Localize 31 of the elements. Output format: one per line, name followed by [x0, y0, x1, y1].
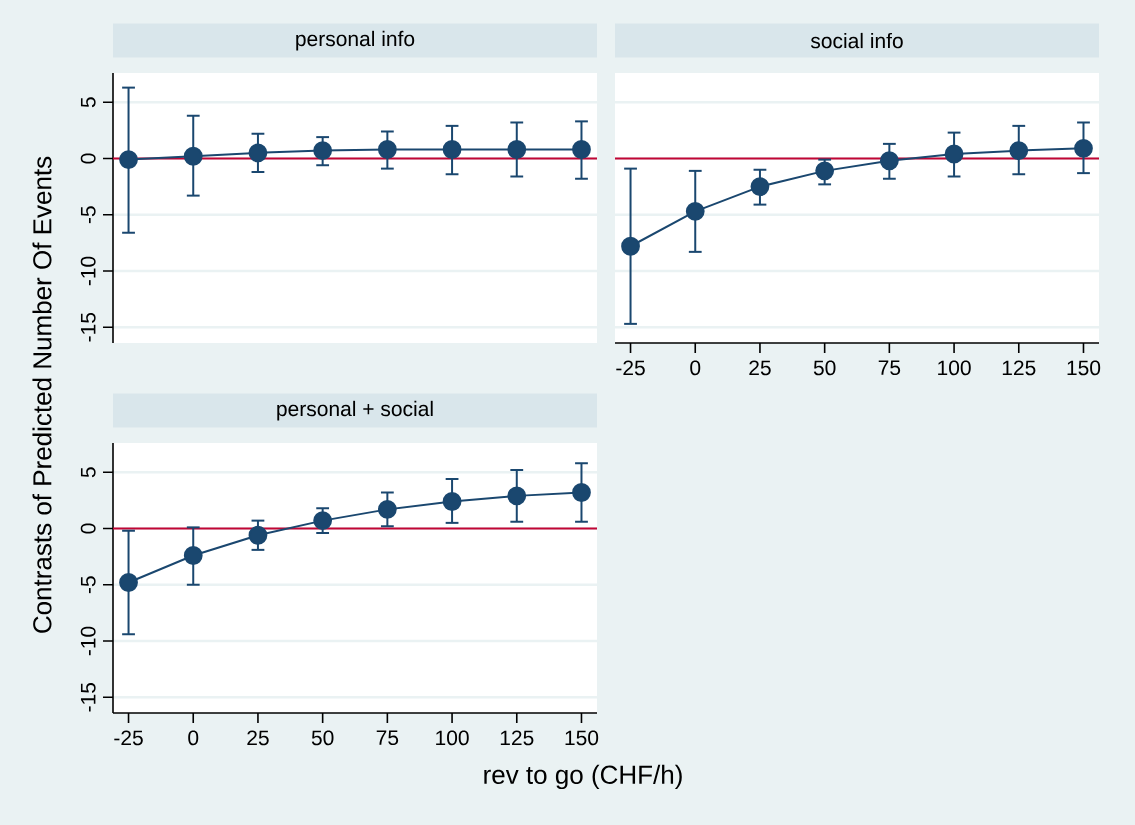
chart-title: personal + social — [277, 400, 433, 421]
x-tick-label: 125 — [500, 730, 534, 746]
x-tick-label: 50 — [311, 730, 334, 746]
y-tick-label: 5 — [80, 97, 96, 108]
x-tick-label: 75 — [376, 730, 399, 746]
x-tick-label: 100 — [938, 360, 971, 376]
x-tick-label: 150 — [1067, 360, 1101, 376]
y-axis-title: Contrasts of Predicted Number Of Events — [32, 156, 52, 633]
x-tick-label: -25 — [616, 360, 645, 376]
y-tick-label: 5 — [80, 467, 96, 478]
x-tick-label: 75 — [878, 360, 901, 376]
x-tick-label: 100 — [436, 730, 469, 746]
y-tick-label: -15 — [80, 682, 96, 712]
chart-title: social info — [810, 32, 903, 49]
x-tick-label: 25 — [247, 730, 269, 746]
y-tick-label: -5 — [80, 576, 96, 594]
x-tick-label: 50 — [813, 360, 836, 376]
x-tick-label: 0 — [188, 730, 199, 746]
x-tick-label: 25 — [749, 360, 771, 376]
y-tick-label: 0 — [80, 153, 96, 164]
x-tick-label: 125 — [1002, 360, 1036, 376]
y-tick-label: -10 — [80, 626, 96, 656]
x-tick-label: -25 — [114, 730, 143, 746]
x-tick-label: 0 — [690, 360, 701, 376]
y-tick-label: -10 — [80, 256, 96, 286]
y-tick-label: -5 — [80, 206, 96, 224]
y-tick-label: -15 — [80, 312, 96, 342]
chart-title: personal info — [296, 30, 415, 51]
x-axis-title: rev to go (CHF/h) — [484, 764, 682, 790]
x-tick-label: 150 — [565, 730, 599, 746]
y-tick-label: 0 — [80, 523, 96, 534]
